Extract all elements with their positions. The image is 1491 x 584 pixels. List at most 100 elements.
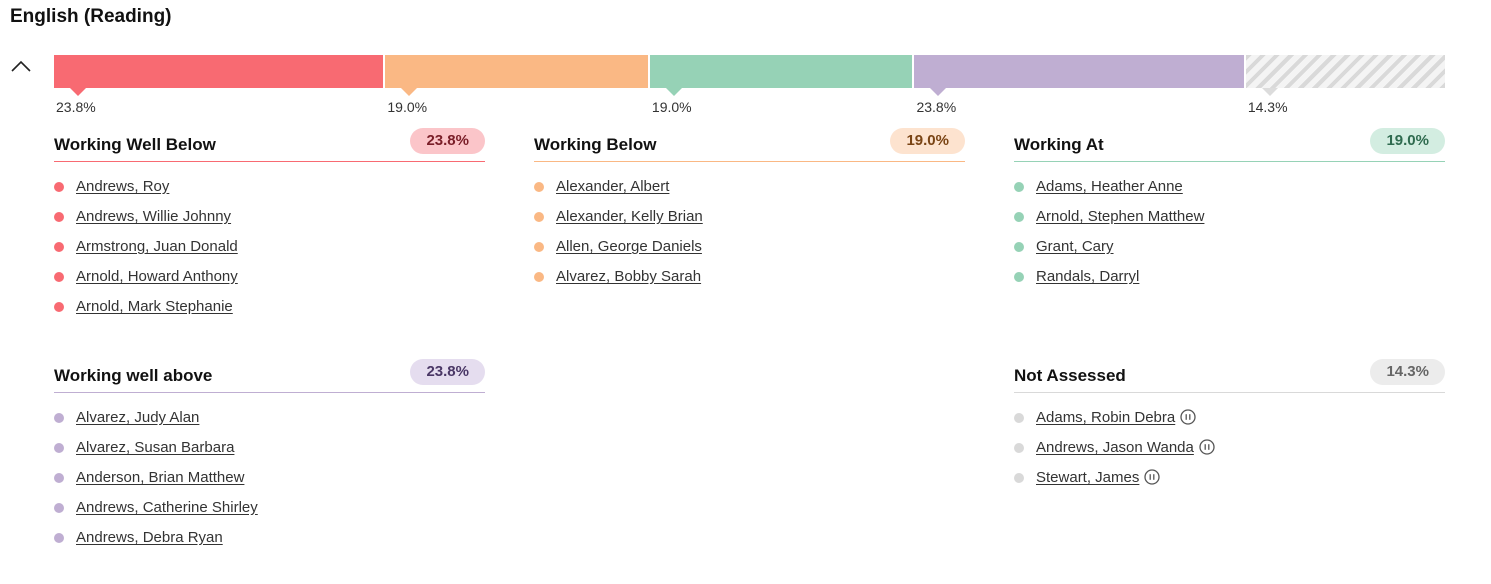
status-dot (54, 302, 64, 312)
distribution-label-at: 19.0% (651, 99, 692, 115)
segment-pointer (665, 88, 682, 96)
student-list-item: Alexander, Albert (534, 172, 965, 202)
status-dot (1014, 212, 1024, 222)
percent-badge: 23.8% (410, 359, 485, 385)
collapse-button[interactable] (10, 57, 32, 75)
student-list-item: Arnold, Stephen Matthew (1014, 202, 1445, 232)
distribution-label-well-above: 23.8% (916, 99, 957, 115)
student-link[interactable]: Stewart, James (1036, 469, 1140, 486)
student-link[interactable]: Grant, Cary (1036, 238, 1114, 255)
student-link[interactable]: Anderson, Brian Matthew (76, 469, 245, 486)
group-working-well-below: Working Well Below 23.8% Andrews, Roy Andre… (54, 128, 485, 322)
status-dot (534, 242, 544, 252)
distribution-segment-at[interactable]: 19.0% (649, 55, 915, 115)
student-list: Adams, Heather Anne Arnold, Stephen Matth… (1014, 172, 1445, 292)
student-link[interactable]: Alvarez, Judy Alan (76, 409, 200, 426)
student-link[interactable]: Alexander, Kelly Brian (556, 208, 703, 225)
student-link[interactable]: Arnold, Stephen Matthew (1036, 208, 1205, 225)
pause-circle-icon[interactable] (1199, 439, 1215, 455)
status-dot (1014, 443, 1024, 453)
student-list-item: Arnold, Mark Stephanie (54, 292, 485, 322)
student-link[interactable]: Armstrong, Juan Donald (76, 238, 238, 255)
status-dot (54, 503, 64, 513)
student-link[interactable]: Arnold, Howard Anthony (76, 268, 238, 285)
group-title: Working well above (54, 366, 213, 385)
status-dot (54, 242, 64, 252)
distribution-bar: 23.8% 19.0% 19.0% 23.8% 14.3% (54, 55, 1445, 115)
status-dot (534, 272, 544, 282)
percent-badge: 23.8% (410, 128, 485, 154)
status-dot (1014, 272, 1024, 282)
group-working-at: Working At 19.0% Adams, Heather Anne Arnold… (1014, 128, 1445, 292)
student-list-item: Adams, Heather Anne (1014, 172, 1445, 202)
student-list: Alvarez, Judy Alan Alvarez, Susan Barbara… (54, 403, 485, 553)
student-link[interactable]: Adams, Robin Debra (1036, 409, 1176, 426)
group-header: Working Well Below 23.8% (54, 128, 485, 162)
student-list-item: Anderson, Brian Matthew (54, 463, 485, 493)
group-working-below: Working Below 19.0% Alexander, Albert Alexa… (534, 128, 965, 292)
status-dot (1014, 182, 1024, 192)
status-dot (54, 212, 64, 222)
student-link[interactable]: Randals, Darryl (1036, 268, 1140, 285)
student-list-item: Andrews, Roy (54, 172, 485, 202)
student-list-item: Allen, George Daniels (534, 232, 965, 262)
student-link[interactable]: Allen, George Daniels (556, 238, 702, 255)
group-not-assessed: Not Assessed 14.3% Adams, Robin Debra Andre… (1014, 359, 1445, 493)
status-dot (54, 533, 64, 543)
group-title: Working At (1014, 135, 1104, 154)
chevron-up-icon (11, 60, 31, 72)
student-link[interactable]: Alvarez, Susan Barbara (76, 439, 235, 456)
segment-pointer (70, 88, 86, 96)
percent-badge: 19.0% (890, 128, 965, 154)
student-link[interactable]: Arnold, Mark Stephanie (76, 298, 233, 315)
percent-badge: 19.0% (1370, 128, 1445, 154)
distribution-label-below: 19.0% (387, 99, 428, 115)
student-list: Andrews, Roy Andrews, Willie Johnny Armstr… (54, 172, 485, 322)
group-header: Working well above 23.8% (54, 359, 485, 393)
student-link[interactable]: Adams, Heather Anne (1036, 178, 1183, 195)
student-list-item: Alvarez, Judy Alan (54, 403, 485, 433)
segment-pointer (1261, 88, 1278, 96)
student-link[interactable]: Andrews, Debra Ryan (76, 529, 223, 546)
group-header: Working Below 19.0% (534, 128, 965, 162)
student-link[interactable]: Alvarez, Bobby Sarah (556, 268, 702, 285)
status-dot (1014, 413, 1024, 423)
student-link[interactable]: Andrews, Willie Johnny (76, 208, 232, 225)
student-list-item: Alexander, Kelly Brian (534, 202, 965, 232)
student-list-item: Stewart, James (1014, 463, 1445, 493)
student-list-item: Andrews, Willie Johnny (54, 202, 485, 232)
pause-circle-icon[interactable] (1144, 469, 1161, 485)
student-link[interactable]: Andrews, Catherine Shirley (76, 499, 258, 516)
status-dot (1014, 473, 1024, 483)
distribution-segment-well-above[interactable]: 23.8% (914, 55, 1246, 115)
distribution-segment-not-assessed[interactable]: 14.3% (1245, 55, 1445, 115)
status-dot (54, 413, 64, 423)
status-dot (54, 443, 64, 453)
distribution-segment-well-below[interactable]: 23.8% (54, 55, 386, 115)
distribution-label-not-assessed: 14.3% (1247, 99, 1288, 115)
status-dot (534, 182, 544, 192)
student-list-item: Alvarez, Bobby Sarah (534, 262, 965, 292)
pause-circle-icon[interactable] (1180, 409, 1196, 425)
segment-pointer (401, 88, 418, 96)
student-link[interactable]: Andrews, Jason Wanda (1036, 439, 1194, 456)
percent-badge: 14.3% (1370, 359, 1445, 385)
section-title: English (Reading) (10, 6, 172, 27)
status-dot (534, 212, 544, 222)
group-header: Working At 19.0% (1014, 128, 1445, 162)
student-list-item: Arnold, Howard Anthony (54, 262, 485, 292)
distribution-segment-below[interactable]: 19.0% (385, 55, 650, 115)
distribution-label-well-below: 23.8% (56, 99, 96, 115)
group-title: Not Assessed (1014, 366, 1126, 385)
status-dot (54, 272, 64, 282)
student-list-item: Alvarez, Susan Barbara (54, 433, 485, 463)
status-dot (54, 473, 64, 483)
student-link[interactable]: Andrews, Roy (76, 178, 170, 195)
group-title: Working Below (534, 135, 657, 154)
status-dot (1014, 242, 1024, 252)
student-link[interactable]: Alexander, Albert (556, 178, 670, 195)
group-title: Working Well Below (54, 135, 216, 154)
student-list-item: Adams, Robin Debra (1014, 403, 1445, 433)
status-dot (54, 182, 64, 192)
student-list-item: Armstrong, Juan Donald (54, 232, 485, 262)
